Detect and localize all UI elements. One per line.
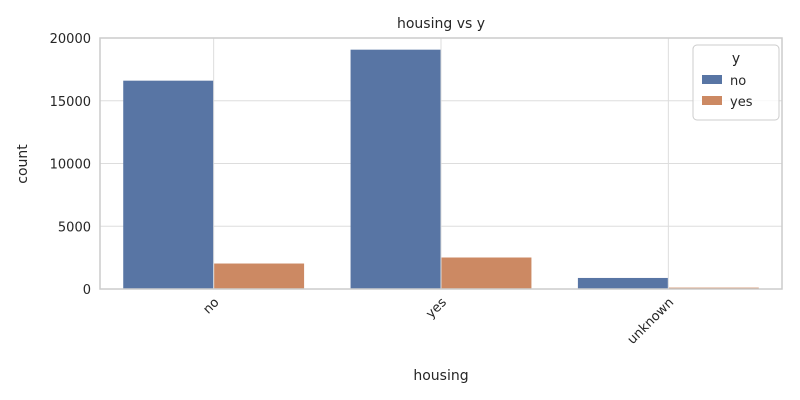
bars: [123, 49, 759, 289]
x-tick-labels: no yes unknown: [200, 295, 677, 348]
bar-yes-yes: [441, 257, 532, 289]
y-axis-label: count: [15, 144, 31, 184]
chart-title: housing vs y: [397, 16, 485, 32]
plot-frame: [99, 37, 783, 290]
axes: [99, 37, 783, 290]
y-tick-label: 15000: [50, 95, 91, 110]
x-tick-label: unknown: [625, 295, 677, 347]
y-tick-labels: 0 5000 10000 15000 20000: [50, 32, 91, 298]
y-tick-label: 0: [83, 283, 91, 298]
y-tick-label: 5000: [58, 220, 91, 235]
bar-unknown-no: [577, 277, 668, 289]
legend-items: no yes: [702, 74, 753, 110]
x-tick-label: no: [200, 295, 222, 317]
legend-title: y: [732, 51, 740, 67]
bar-no-yes: [214, 263, 305, 289]
bar-yes-no: [350, 49, 441, 289]
legend-label-yes: yes: [730, 95, 753, 110]
legend-swatch-no: [702, 75, 722, 84]
x-tick-label: yes: [423, 295, 450, 322]
x-axis-label: housing: [413, 368, 468, 384]
bar-no-no: [123, 80, 214, 289]
legend-swatch-yes: [702, 96, 722, 105]
y-tick-label: 10000: [50, 158, 91, 173]
legend-label-no: no: [730, 74, 746, 89]
y-tick-label: 20000: [50, 32, 91, 47]
legend: y no yes: [692, 44, 780, 121]
